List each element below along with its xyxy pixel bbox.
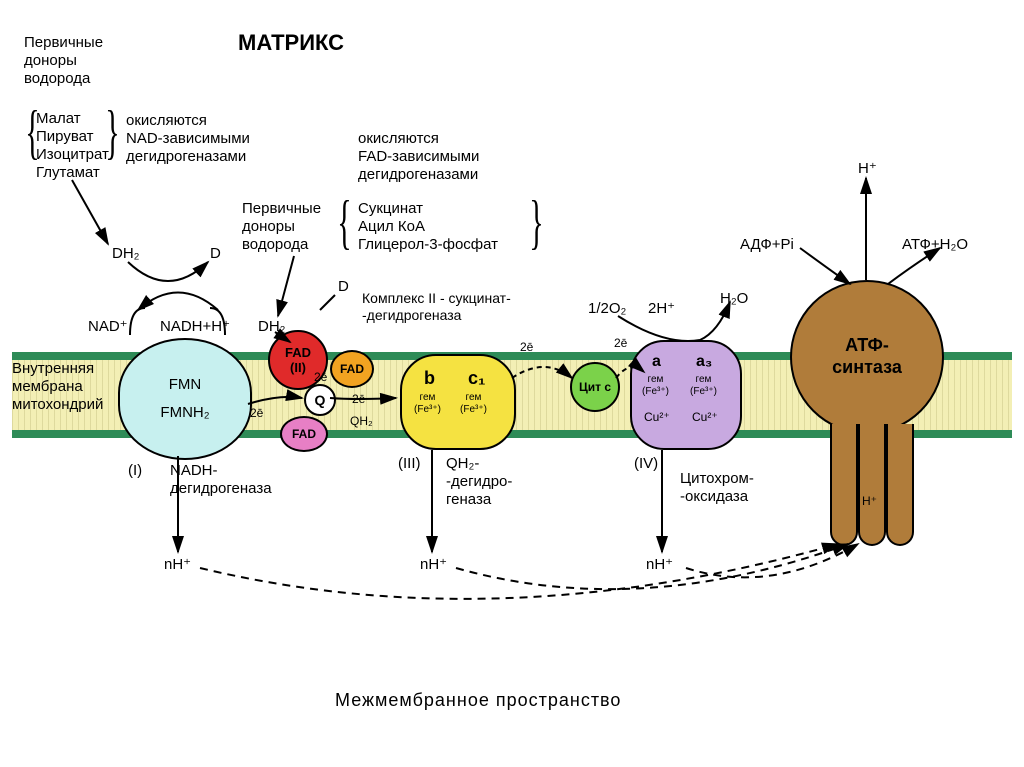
nh-3: nH⁺ xyxy=(420,556,447,574)
fad-label: FAD xyxy=(285,345,311,360)
a-label: a xyxy=(652,352,661,371)
dh2-label: DH₂ xyxy=(112,245,140,263)
dh2-label2: DH₂ xyxy=(258,318,286,336)
c1-label: c₁ xyxy=(468,368,485,390)
roman-1: (I) xyxy=(128,462,142,480)
fad-list: Сукцинат Ацил КоА Глицерол-3-фосфат xyxy=(358,200,498,254)
matrix-title: МАТРИКС xyxy=(238,30,344,56)
cu-b: Cu²⁺ xyxy=(692,410,718,424)
nadh-label: NADH+H⁺ xyxy=(160,318,230,336)
h2o-label: H₂O xyxy=(720,290,748,308)
atp-stalk-mid xyxy=(858,424,886,546)
nh-4: nH⁺ xyxy=(646,556,673,574)
fad-magenta: FAD xyxy=(280,416,328,452)
footer-label: Межмембранное пространство xyxy=(335,690,621,712)
nh-1: nH⁺ xyxy=(164,556,191,574)
heme-b: гем (Fe³⁺) xyxy=(414,392,441,416)
fmn-label: FMN xyxy=(169,376,202,394)
brace-icon: } xyxy=(529,188,543,257)
diagram-stage: МАТРИКС Межмембранное пространство Перви… xyxy=(0,0,1024,767)
qh2-label: QH₂ xyxy=(350,414,373,428)
brace-icon: { xyxy=(337,188,351,257)
complex-1: FMN FMNH₂ xyxy=(118,338,252,460)
inner-membrane-label: Внутренняя мембрана митохондрий xyxy=(12,360,103,414)
fad-orange: FAD xyxy=(330,350,374,388)
donors-heading2: Первичные доноры водорода xyxy=(242,200,321,254)
half-o2: 1/2O₂ xyxy=(588,300,626,318)
c3-name: QH₂- -дегидро- геназа xyxy=(446,455,512,509)
e2-a: 2ē xyxy=(250,406,263,420)
e2-b: 2ē xyxy=(314,370,327,384)
a3-label: a₃ xyxy=(696,352,712,371)
atp-stalk-right xyxy=(886,424,914,546)
donors-heading: Первичные доноры водорода xyxy=(24,34,103,88)
nadp-label: NAD⁺ xyxy=(88,318,128,336)
cytochrome-c: Цит c xyxy=(570,362,620,412)
heme-a: гем (Fe³⁺) xyxy=(642,374,669,398)
roman-4: (IV) xyxy=(634,455,658,473)
fmnh2-label: FMNH₂ xyxy=(160,404,209,422)
atp-synthase-head: АТФ- синтаза xyxy=(790,280,944,434)
complex2-note: Комплекс II - сукцинат- -дегидрогеназа xyxy=(362,290,511,324)
atp-stalk-left xyxy=(830,424,858,546)
e2-e: 2ē xyxy=(614,336,627,350)
adp-label: АДФ+Pi xyxy=(740,236,794,254)
b-label: b xyxy=(424,368,435,390)
h-in-stalk: H⁺ xyxy=(862,494,877,508)
cu-a: Cu²⁺ xyxy=(644,410,670,424)
donors-list: Малат Пируват Изоцитрат Глутамат xyxy=(36,110,109,182)
oxidized-fad: окисляются FAD-зависимыми дегидрогеназам… xyxy=(358,130,479,184)
heme-a3: гем (Fe³⁺) xyxy=(690,374,717,398)
c4-name: Цитохром- -оксидаза xyxy=(680,470,754,506)
h-top: H⁺ xyxy=(858,160,877,178)
oxidized-nad: окисляются NAD-зависимыми дегидрогеназам… xyxy=(126,112,250,166)
roman-3: (III) xyxy=(398,455,421,473)
two-h: 2H⁺ xyxy=(648,300,675,318)
e2-c: 2ē xyxy=(352,392,365,406)
atp-label: АТФ+H₂O xyxy=(902,236,968,254)
heme-c1: гем (Fe³⁺) xyxy=(460,392,487,416)
fad-roman: (II) xyxy=(290,360,306,375)
d-label: D xyxy=(210,245,221,263)
d-label2: D xyxy=(338,278,349,296)
c1-name: NADH- дегидрогеназа xyxy=(170,462,272,498)
e2-d: 2ē xyxy=(520,340,533,354)
ubiquinone: Q xyxy=(304,384,336,416)
